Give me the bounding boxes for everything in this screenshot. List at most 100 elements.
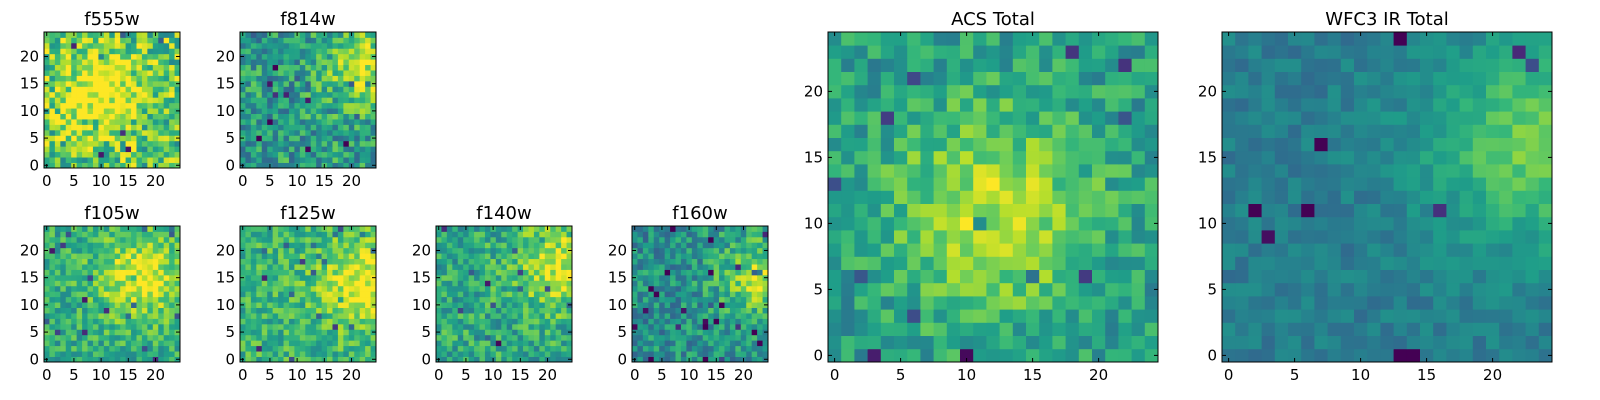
heatmap-cell [365,32,371,38]
heatmap-cell [490,323,497,330]
heatmap-cell [125,247,132,254]
heatmap-cell [261,340,268,347]
heatmap-cell [98,334,105,341]
heatmap-cell [512,236,518,243]
heatmap-cell [479,291,486,298]
heatmap-cell [343,302,350,308]
heatmap-cell [158,345,165,352]
heatmap-cell [87,75,94,82]
heatmap-cell [44,102,50,109]
heatmap-cell [354,162,361,169]
heatmap-cell [680,296,687,303]
heatmap-cell [1459,296,1474,310]
heatmap-cell [261,318,268,325]
heatmap-cell [240,345,246,352]
heatmap-cell [98,129,105,136]
heatmap-cell [746,247,753,254]
heatmap-cell [131,140,137,147]
heatmap-cell [76,253,83,260]
heatmap-cell [54,307,61,314]
heatmap-cell [348,253,355,260]
heatmap-cell [245,80,252,87]
heatmap-cell [125,231,132,238]
heatmap-cell [740,274,747,281]
heatmap-cell [675,274,682,281]
heatmap-cell [316,351,322,357]
heatmap-cell [305,231,312,238]
heatmap-cell [441,269,448,276]
heatmap-cell [1301,230,1315,244]
heatmap-cell [125,129,132,136]
heatmap-cell [1092,164,1106,178]
heatmap-cell [894,71,908,86]
heatmap-cell [544,351,551,357]
heatmap-cell [880,335,895,350]
heatmap-cell [98,285,105,292]
heatmap-cell [1406,164,1421,178]
heatmap-cell [713,302,720,308]
heatmap-cell [87,307,94,314]
heatmap-cell [49,296,56,303]
heatmap-cell [691,351,698,357]
heatmap-cell [310,307,317,314]
heatmap-cell [299,129,306,136]
heatmap-cell [1525,243,1540,257]
heatmap-cell [365,351,371,357]
heatmap-cell [762,296,769,303]
heatmap-cell [98,37,105,44]
heatmap-cell [54,269,61,276]
heatmap-cell [245,48,252,55]
heatmap-cell [294,307,301,314]
heatmap-cell [288,258,295,265]
heatmap-cell [332,226,339,232]
heatmap-cell [316,113,322,120]
heatmap-cell [719,274,725,281]
heatmap-cell [147,334,154,341]
heatmap-cell [506,274,513,281]
heatmap-cell [1026,243,1040,257]
heatmap-cell [702,285,709,292]
heatmap-cell [103,53,110,60]
heatmap-cell [479,323,486,330]
heatmap-cell [544,329,551,336]
heatmap-cell [261,124,268,131]
heatmap-cell [49,32,56,38]
heatmap-cell [337,302,344,308]
heatmap-cell [256,236,263,243]
heatmap-cell [54,70,61,76]
heatmap-cell [256,274,263,281]
heatmap-cell [82,296,88,303]
heatmap-cell [370,236,377,243]
heatmap-cell [986,282,1000,297]
heatmap-cell [457,313,464,319]
heatmap-cell [452,356,459,363]
heatmap-cell [87,113,94,120]
heatmap-cell [240,37,246,44]
heatmap-cell [973,137,987,152]
heatmap-cell [1499,243,1513,257]
heatmap-cell [1026,84,1040,99]
heatmap-cell [828,84,842,99]
heatmap-cell [642,258,649,265]
heatmap-cell [702,340,709,347]
heatmap-cell [436,280,442,287]
heatmap-cell [54,351,61,357]
heatmap-cell [999,71,1014,86]
heatmap-cell [907,190,921,204]
heatmap-cell [152,269,159,276]
heatmap-cell [131,302,137,308]
heatmap-cell [87,59,94,66]
heatmap-cell [354,146,361,153]
heatmap-cell [332,135,339,142]
heatmap-cell [1012,45,1027,59]
heatmap-cell [44,323,50,330]
heatmap-cell [327,307,333,314]
heatmap-cell [751,264,758,270]
heatmap-cell [354,340,361,347]
heatmap-cell [365,80,371,87]
heatmap-cell [49,242,56,249]
heatmap-cell [152,291,159,298]
heatmap-cell [517,274,524,281]
heatmap-cell [495,334,502,341]
x-tick-label: 20 [538,366,557,384]
